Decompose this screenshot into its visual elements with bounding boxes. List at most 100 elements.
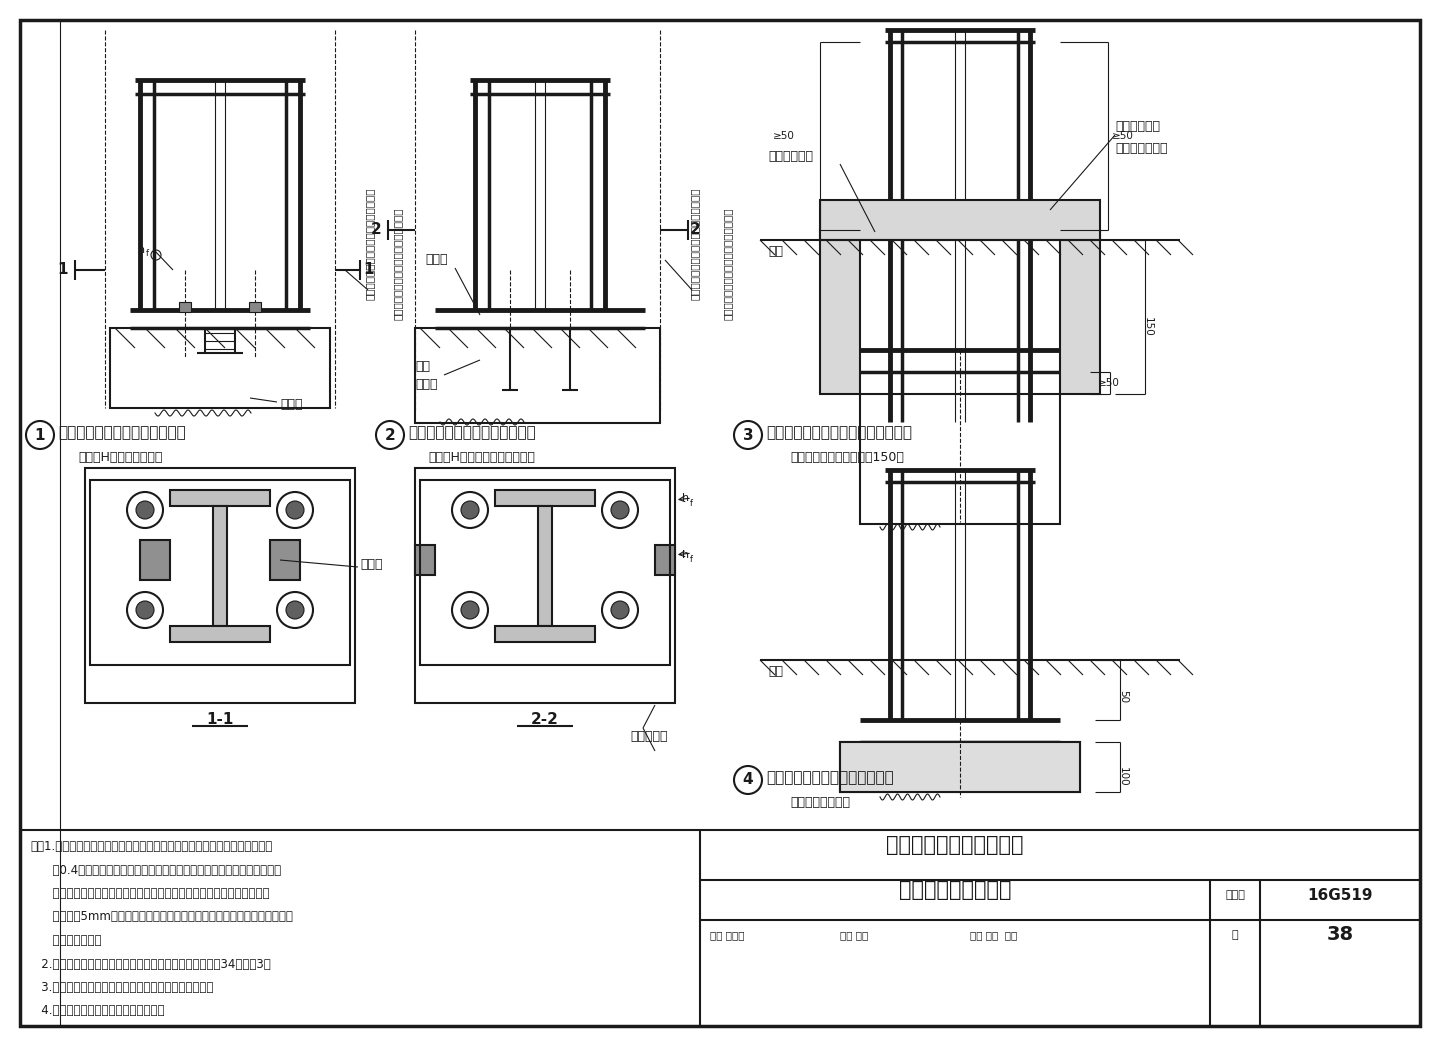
- Text: ≥50: ≥50: [773, 131, 795, 141]
- Bar: [249, 302, 261, 312]
- Text: 2: 2: [372, 223, 382, 237]
- Bar: [170, 490, 271, 506]
- Text: 校对 王喆: 校对 王喆: [840, 930, 868, 940]
- Text: 3.设置抗剪键时，锚栓布置应考虑避免与抗剪键碰撞。: 3.设置抗剪键时，锚栓布置应考虑避免与抗剪键碰撞。: [30, 981, 213, 994]
- Circle shape: [376, 420, 405, 449]
- Circle shape: [276, 492, 312, 528]
- Text: h: h: [683, 550, 690, 560]
- Text: 100: 100: [1117, 767, 1128, 787]
- Text: （包裹的混凝土高出地面150）: （包裹的混凝土高出地面150）: [791, 451, 904, 464]
- Circle shape: [452, 592, 488, 628]
- Text: 38: 38: [1326, 926, 1354, 945]
- Circle shape: [26, 420, 55, 449]
- Text: h: h: [683, 493, 690, 503]
- Text: 50: 50: [1117, 690, 1128, 703]
- Bar: [271, 540, 300, 579]
- Text: ≥50: ≥50: [1099, 378, 1120, 388]
- Text: 地面: 地面: [768, 245, 783, 258]
- Text: h: h: [138, 245, 145, 255]
- Text: 取0.4。当剪力大于地板下的摩擦力时，应设置抗剪键，由抗剪键承受全: 取0.4。当剪力大于地板下的摩擦力时，应设置抗剪键，由抗剪键承受全: [30, 864, 281, 877]
- Circle shape: [276, 592, 312, 628]
- Circle shape: [287, 601, 304, 619]
- Bar: [89, 480, 350, 665]
- Text: 1: 1: [363, 263, 373, 277]
- Text: 1: 1: [35, 428, 45, 442]
- Text: 缝的抗剪强度。: 缝的抗剪强度。: [30, 934, 101, 947]
- Bar: [860, 394, 1060, 524]
- Text: f: f: [690, 499, 693, 507]
- Text: 部剪力；也可由锚栓抗抗全部剪力，此时底板上的锚栓直径不应大于锚: 部剪力；也可由锚栓抗抗全部剪力，此时底板上的锚栓直径不应大于锚: [30, 887, 269, 900]
- Circle shape: [734, 420, 762, 449]
- Text: 页: 页: [1231, 930, 1238, 940]
- Circle shape: [461, 501, 480, 519]
- Text: 地面: 地面: [768, 665, 783, 678]
- Circle shape: [135, 501, 154, 519]
- Bar: [213, 506, 228, 626]
- Circle shape: [127, 592, 163, 628]
- Text: 注：1.外露式柱脚底部的剪力可由底板与混凝土之间的摩擦力传递，摩擦系数: 注：1.外露式柱脚底部的剪力可由底板与混凝土之间的摩擦力传递，摩擦系数: [30, 840, 272, 852]
- Text: 16G519: 16G519: [1308, 887, 1372, 903]
- Circle shape: [452, 492, 488, 528]
- Text: （柱脚高出地面）: （柱脚高出地面）: [791, 796, 850, 809]
- Bar: [415, 545, 435, 575]
- Text: 4: 4: [743, 773, 753, 788]
- Text: 抗剪键的截面和根部的焊缝均由计算确定: 抗剪键的截面和根部的焊缝均由计算确定: [690, 187, 700, 300]
- Bar: [840, 742, 1080, 792]
- Text: 抗剪: 抗剪: [415, 360, 431, 373]
- Bar: [415, 328, 660, 423]
- Circle shape: [602, 592, 638, 628]
- Text: 2: 2: [384, 428, 396, 442]
- Text: 栓直径加5mm，且锚栓垫片下应设置盖板，盖板与柱底板焊接，并计算焊: 栓直径加5mm，且锚栓垫片下应设置盖板，盖板与柱底板焊接，并计算焊: [30, 910, 292, 924]
- Bar: [179, 302, 192, 312]
- Text: （可用H型截面或方钢）: （可用H型截面或方钢）: [78, 451, 163, 464]
- Bar: [170, 626, 271, 642]
- Text: 图集号: 图集号: [1225, 890, 1246, 900]
- Bar: [840, 742, 1080, 792]
- Text: 抗剪键的截面和根部的焊缝均由计算确定: 抗剪键的截面和根部的焊缝均由计算确定: [364, 187, 374, 300]
- Circle shape: [602, 492, 638, 528]
- Circle shape: [135, 601, 154, 619]
- Text: 1-1: 1-1: [206, 712, 233, 727]
- Text: 预埋件: 预埋件: [425, 253, 448, 266]
- Bar: [1060, 230, 1100, 394]
- Text: 外露式柱脚在室外时的防护措施: 外露式柱脚在室外时的防护措施: [766, 770, 894, 784]
- Text: 用强度等级较: 用强度等级较: [1115, 120, 1161, 133]
- Text: 低的混凝土包裹: 低的混凝土包裹: [1115, 142, 1168, 155]
- Text: 设计 刘岩  刘岺: 设计 刘岩 刘岺: [971, 930, 1017, 940]
- Text: 防裂钢筋网片: 防裂钢筋网片: [768, 150, 814, 163]
- Text: 抗剪键: 抗剪键: [360, 559, 383, 571]
- Text: 2-2: 2-2: [531, 712, 559, 727]
- Circle shape: [734, 766, 762, 794]
- Bar: [495, 490, 595, 506]
- Text: 外露式柱脚在地面以下时的防护措施: 外露式柱脚在地面以下时的防护措施: [766, 425, 912, 440]
- Text: 1: 1: [58, 263, 68, 277]
- Bar: [109, 328, 330, 408]
- Circle shape: [611, 501, 629, 519]
- Text: 150: 150: [1143, 317, 1153, 337]
- Circle shape: [287, 501, 304, 519]
- Text: 顶紧直接焊: 顶紧直接焊: [631, 730, 668, 743]
- Bar: [415, 468, 675, 703]
- Text: 抗剪键的截面和根部的焊缝均由计算确定: 抗剪键的截面和根部的焊缝均由计算确定: [723, 207, 733, 320]
- Bar: [819, 230, 860, 394]
- Text: 抗剪键: 抗剪键: [279, 397, 302, 411]
- Text: 4.无收缩二次灌浆层应保证浇灌密实。: 4.无收缩二次灌浆层应保证浇灌密实。: [30, 1004, 164, 1018]
- Bar: [819, 200, 1100, 240]
- Text: 抗剪键的截面和根部的焊缝均由计算确定: 抗剪键的截面和根部的焊缝均由计算确定: [393, 207, 403, 320]
- Text: 外露式柱脚抗剪键的设置（一）: 外露式柱脚抗剪键的设置（一）: [58, 425, 186, 440]
- Bar: [840, 742, 1080, 792]
- Text: f: f: [690, 555, 693, 565]
- Circle shape: [127, 492, 163, 528]
- Bar: [655, 545, 675, 575]
- Bar: [140, 540, 170, 579]
- Text: 外露式柱脚抗剪键的设置: 外露式柱脚抗剪键的设置: [886, 835, 1024, 855]
- Text: 及其柱脚的防护措施: 及其柱脚的防护措施: [899, 880, 1011, 900]
- Text: ≥50: ≥50: [1112, 131, 1133, 141]
- Bar: [539, 506, 552, 626]
- Circle shape: [461, 601, 480, 619]
- Text: 2.基础顶面和柱脚底板之间须二次浇灌混凝土的要求同第34页的注3。: 2.基础顶面和柱脚底板之间须二次浇灌混凝土的要求同第34页的注3。: [30, 957, 271, 971]
- Text: 3: 3: [743, 428, 753, 442]
- Text: （可用H型、槽形截面或角钢）: （可用H型、槽形截面或角钢）: [428, 451, 534, 464]
- Bar: [495, 626, 595, 642]
- Text: 2: 2: [690, 223, 701, 237]
